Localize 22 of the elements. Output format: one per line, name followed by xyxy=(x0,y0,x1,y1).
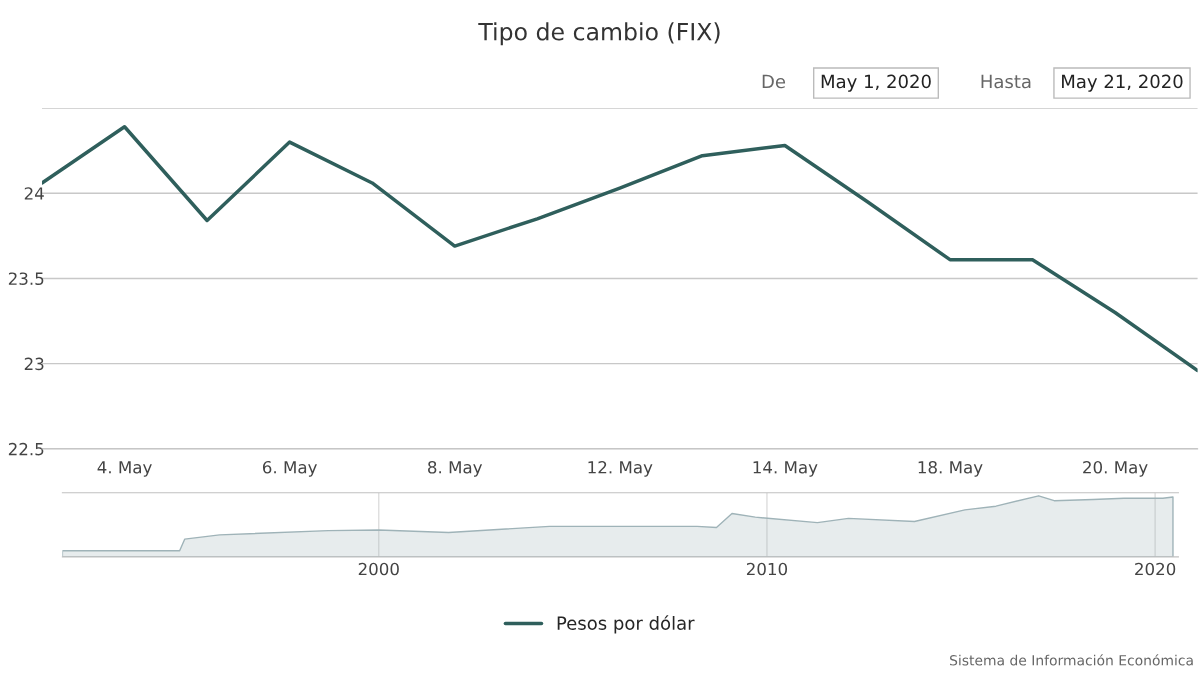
x-tick-label: 8. May xyxy=(428,460,483,477)
x-tick-label: 2020 xyxy=(1135,562,1176,576)
text: May 21, 2020 xyxy=(1062,74,1183,92)
x-tick-label: 6. May xyxy=(262,460,317,477)
y-tick-label: 22.5 xyxy=(8,442,44,456)
x-tick-label: 20. May xyxy=(1083,460,1148,477)
legend-label: Pesos por dólar xyxy=(557,615,695,634)
text: Sistema de Información Económica xyxy=(950,654,1193,666)
y-tick-label: 23 xyxy=(24,357,44,371)
text: Hasta xyxy=(981,74,1031,89)
x-tick-label: 12. May xyxy=(588,460,653,477)
line-series xyxy=(42,125,1198,373)
text: De xyxy=(762,74,786,89)
x-tick-label: 4. May xyxy=(97,461,152,477)
text: May 1, 2020 xyxy=(821,74,931,92)
y-tick-label: 23.5 xyxy=(8,272,44,286)
x-tick-label: 18. May xyxy=(918,460,983,477)
x-tick-label: 2010 xyxy=(746,562,788,576)
y-tick-label: 24 xyxy=(24,187,44,200)
chart-title: Tipo de cambio (FIX) xyxy=(478,22,720,46)
x-tick-label: 2000 xyxy=(358,562,399,576)
x-tick-label: 14. May xyxy=(753,461,818,477)
